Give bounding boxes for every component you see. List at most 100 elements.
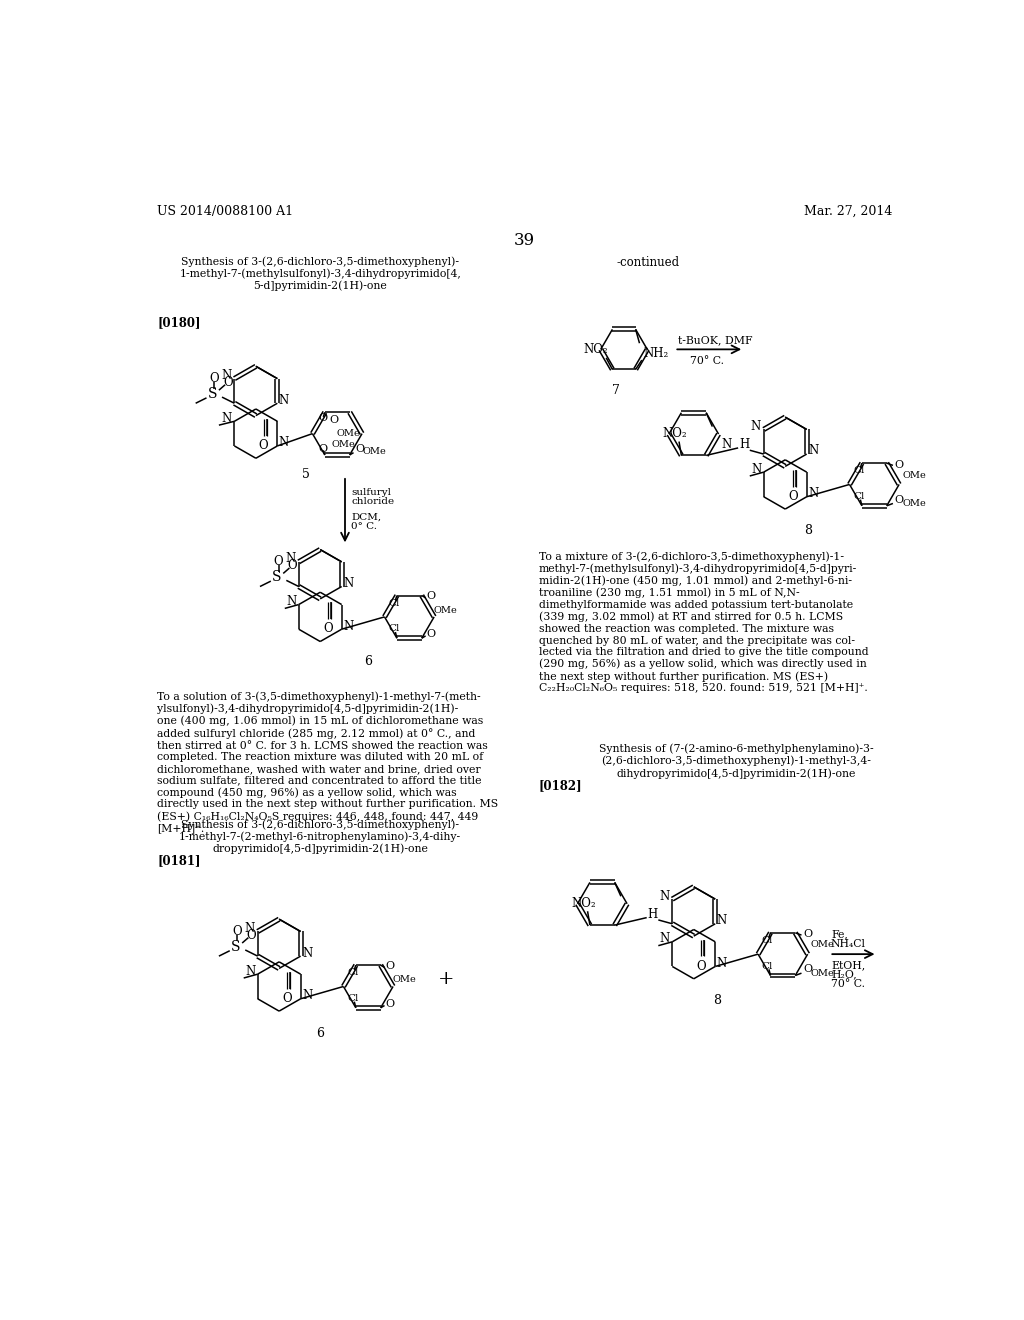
Text: N: N — [245, 921, 255, 935]
Text: O: O — [788, 490, 798, 503]
Text: N: N — [279, 393, 289, 407]
Text: 70° C.: 70° C. — [690, 355, 724, 366]
Text: N: N — [279, 437, 289, 449]
Text: sulfuryl: sulfuryl — [351, 487, 391, 496]
Text: NH₄Cl: NH₄Cl — [830, 939, 866, 949]
Text: S: S — [272, 570, 282, 585]
Text: To a mixture of 3-(2,6-dichloro-3,5-dimethoxyphenyl)-1-
methyl-7-(methylsulfonyl: To a mixture of 3-(2,6-dichloro-3,5-dime… — [539, 552, 868, 693]
Text: O: O — [803, 965, 812, 974]
Text: Synthesis of (7-(2-amino-6-methylphenylamino)-3-
(2,6-dichloro-3,5-dimethoxyphen: Synthesis of (7-(2-amino-6-methylphenyla… — [599, 743, 873, 779]
Text: t-BuOK, DMF: t-BuOK, DMF — [678, 335, 753, 346]
Text: H₂O,: H₂O, — [830, 969, 857, 979]
Text: O: O — [330, 414, 339, 425]
Text: O: O — [385, 999, 394, 1008]
Text: N: N — [221, 370, 231, 381]
Text: NO₂: NO₂ — [583, 343, 607, 356]
Text: N: N — [302, 989, 312, 1002]
Text: Cl: Cl — [347, 969, 358, 977]
Text: Mar. 27, 2014: Mar. 27, 2014 — [804, 205, 892, 218]
Text: Cl: Cl — [762, 936, 773, 945]
Text: Cl: Cl — [853, 492, 864, 502]
Text: OMe: OMe — [433, 606, 457, 615]
Text: O: O — [247, 929, 256, 942]
Text: [0182]: [0182] — [539, 779, 583, 792]
Text: O: O — [803, 929, 812, 940]
Text: 8: 8 — [713, 994, 721, 1007]
Text: NO₂: NO₂ — [571, 898, 596, 909]
Text: DCM,: DCM, — [351, 513, 381, 521]
Text: N: N — [286, 552, 296, 565]
Text: O: O — [282, 991, 292, 1005]
Text: OMe: OMe — [902, 471, 926, 479]
Text: O: O — [426, 591, 435, 602]
Text: N: N — [245, 965, 255, 978]
Text: OMe: OMe — [902, 499, 926, 508]
Text: O: O — [696, 960, 707, 973]
Text: To a solution of 3-(3,5-dimethoxyphenyl)-1-methyl-7-(meth-
ylsulfonyl)-3,4-dihyd: To a solution of 3-(3,5-dimethoxyphenyl)… — [158, 692, 499, 833]
Text: Fe,: Fe, — [830, 929, 848, 940]
Text: Cl: Cl — [853, 466, 864, 475]
Text: chloride: chloride — [351, 496, 394, 506]
Text: O: O — [426, 630, 435, 639]
Text: OMe: OMe — [811, 969, 835, 978]
Text: O: O — [318, 413, 328, 424]
Text: US 2014/0088100 A1: US 2014/0088100 A1 — [158, 205, 294, 218]
Text: N: N — [302, 946, 312, 960]
Text: NH₂: NH₂ — [643, 347, 669, 360]
Text: +: + — [437, 970, 454, 987]
Text: 5: 5 — [302, 469, 310, 482]
Text: N: N — [222, 412, 232, 425]
Text: EtOH,: EtOH, — [830, 960, 865, 970]
Text: 7: 7 — [612, 384, 621, 397]
Text: O: O — [895, 459, 903, 470]
Text: O: O — [223, 376, 233, 389]
Text: N: N — [343, 619, 353, 632]
Text: 8: 8 — [805, 524, 812, 537]
Text: NO₂: NO₂ — [663, 428, 687, 441]
Text: Cl: Cl — [762, 962, 773, 970]
Text: Synthesis of 3-(2,6-dichloro-3,5-dimethoxyphenyl)-
1-methyl-7-(2-methyl-6-nitrop: Synthesis of 3-(2,6-dichloro-3,5-dimetho… — [179, 818, 461, 854]
Text: S: S — [231, 940, 241, 954]
Text: N: N — [717, 957, 727, 970]
Text: N: N — [717, 915, 727, 927]
Text: -continued: -continued — [616, 256, 679, 269]
Text: S: S — [208, 387, 217, 401]
Text: N: N — [658, 890, 669, 903]
Text: O: O — [385, 961, 394, 972]
Text: O: O — [323, 622, 333, 635]
Text: Cl: Cl — [388, 624, 399, 634]
Text: OMe: OMe — [337, 429, 360, 438]
Text: O: O — [210, 372, 219, 385]
Text: N: N — [722, 438, 732, 451]
Text: N: N — [343, 577, 353, 590]
Text: N: N — [808, 487, 818, 500]
Text: 39: 39 — [514, 232, 536, 249]
Text: [0180]: [0180] — [158, 317, 201, 329]
Text: [0181]: [0181] — [158, 854, 201, 867]
Text: N: N — [286, 595, 296, 609]
Text: O: O — [355, 444, 365, 454]
Text: OMe: OMe — [392, 975, 416, 985]
Text: O: O — [288, 560, 297, 573]
Text: Cl: Cl — [347, 994, 358, 1003]
Text: O: O — [318, 444, 328, 454]
Text: 6: 6 — [316, 1027, 325, 1040]
Text: O: O — [259, 440, 268, 451]
Text: 70° C.: 70° C. — [830, 978, 865, 989]
Text: O: O — [232, 925, 243, 939]
Text: Synthesis of 3-(2,6-dichloro-3,5-dimethoxyphenyl)-
1-methyl-7-(methylsulfonyl)-3: Synthesis of 3-(2,6-dichloro-3,5-dimetho… — [179, 256, 461, 292]
Text: Cl: Cl — [388, 599, 399, 607]
Text: O: O — [895, 495, 903, 504]
Text: H: H — [739, 438, 750, 451]
Text: 6: 6 — [365, 655, 373, 668]
Text: O: O — [273, 556, 284, 569]
Text: 0° C.: 0° C. — [351, 523, 377, 531]
Text: OMe: OMe — [362, 446, 387, 455]
Text: N: N — [752, 462, 762, 475]
Text: OMe: OMe — [331, 440, 354, 449]
Text: N: N — [751, 420, 761, 433]
Text: N: N — [659, 932, 670, 945]
Text: OMe: OMe — [811, 940, 835, 949]
Text: H: H — [648, 908, 658, 921]
Text: N: N — [808, 445, 818, 458]
